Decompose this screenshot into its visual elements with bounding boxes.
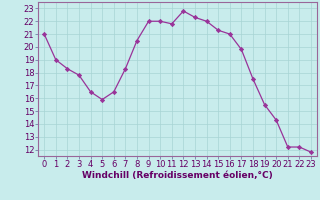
X-axis label: Windchill (Refroidissement éolien,°C): Windchill (Refroidissement éolien,°C)	[82, 171, 273, 180]
